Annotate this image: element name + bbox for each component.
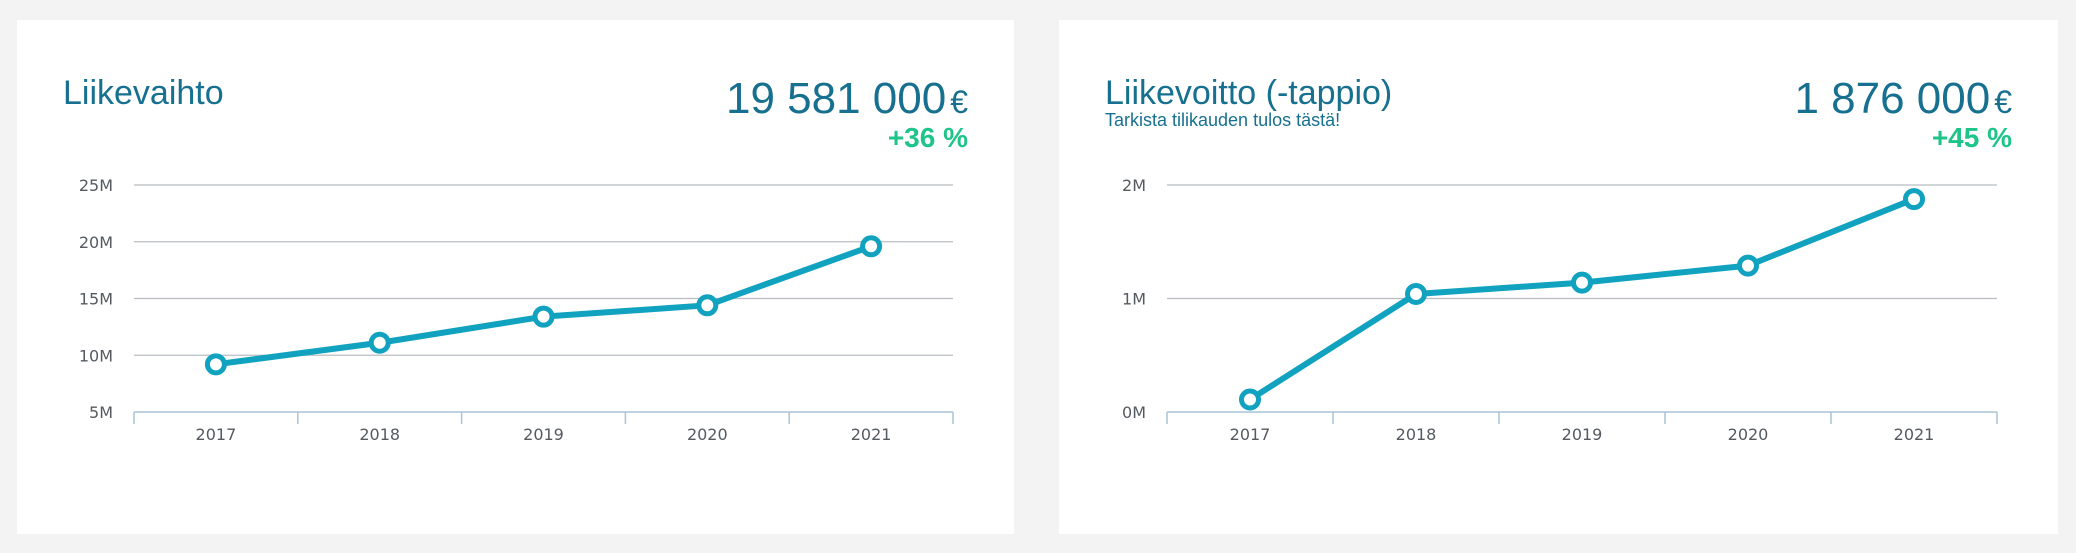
kpi-amount: 1 876 000 xyxy=(1794,74,1991,123)
data-point xyxy=(1239,388,1261,411)
data-point xyxy=(368,331,391,354)
data-point xyxy=(1737,254,1759,277)
y-tick-label: 20M xyxy=(79,233,113,252)
card-title: Liikevoitto (-tappio) xyxy=(1105,74,1393,112)
x-tick-label: 2018 xyxy=(1396,425,1437,444)
x-tick-label: 2021 xyxy=(851,425,892,444)
data-point xyxy=(860,235,883,258)
card-subtitle-link[interactable]: Tarkista tilikauden tulos tästä! xyxy=(1105,110,1341,130)
y-tick-label: 25M xyxy=(79,176,113,195)
x-tick-label: 2020 xyxy=(1728,425,1769,444)
x-tick-label: 2017 xyxy=(196,425,237,444)
y-tick-label: 0M xyxy=(1122,403,1146,422)
y-tick-label: 10M xyxy=(79,346,113,365)
card-title: Liikevaihto xyxy=(63,74,224,112)
kpi-change: +45 % xyxy=(1931,122,2012,153)
y-tick-label: 2M xyxy=(1122,176,1146,195)
revenue-line-chart: 5M 10M 15M 20M 25M 2017 2018 2019 2020 2021 xyxy=(79,176,954,444)
series-line xyxy=(1247,196,1917,403)
x-tick-label: 2017 xyxy=(1230,425,1271,444)
data-point xyxy=(532,305,555,328)
x-tick-label: 2018 xyxy=(359,425,400,444)
x-tick-label: 2020 xyxy=(687,425,728,444)
kpi-amount: 19 581 000 xyxy=(725,74,947,123)
kpi-currency: € xyxy=(1994,84,2012,120)
y-tick-label: 15M xyxy=(79,290,113,309)
data-point xyxy=(1405,282,1427,305)
kpi-value: 1 876 000 € xyxy=(1794,74,2012,124)
x-tick-label: 2021 xyxy=(1894,425,1935,444)
data-point xyxy=(1571,271,1593,294)
data-point xyxy=(1903,188,1925,211)
kpi-change: +36 % xyxy=(887,122,968,153)
profit-line-chart: 0M 1M 2M 2017 2018 2019 2020 2021 xyxy=(1122,176,1998,444)
series-line xyxy=(212,243,875,368)
y-tick-label: 1M xyxy=(1122,290,1146,309)
y-tick-label: 5M xyxy=(89,403,113,422)
kpi-currency: € xyxy=(950,84,968,120)
data-point xyxy=(696,294,719,317)
kpi-value: 19 581 000 € xyxy=(726,74,968,124)
x-tick-label: 2019 xyxy=(1562,425,1603,444)
data-point xyxy=(204,353,227,376)
profit-card: Liikevoitto (-tappio) Tarkista tilikaude… xyxy=(1059,20,2058,534)
x-tick-label: 2019 xyxy=(523,425,564,444)
revenue-card: Liikevaihto 19 581 000 € +36 % 5M 10M 15M 20… xyxy=(17,20,1014,534)
